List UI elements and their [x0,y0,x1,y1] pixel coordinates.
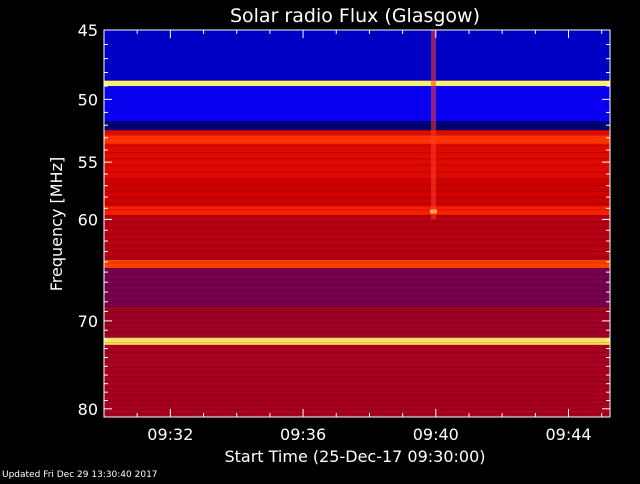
texture-line [104,245,610,247]
band-10 [104,259,610,269]
y-tick-label: 80 [78,400,98,419]
texture-line [104,337,610,339]
texture-line [104,221,610,223]
texture-line [104,413,610,415]
band-3 [104,121,610,131]
band-6 [104,143,610,180]
texture-line [104,233,610,235]
texture-line [104,361,610,363]
plot-area [104,30,610,417]
texture-line [104,290,610,292]
texture-line [104,366,610,368]
texture-line [104,352,610,354]
band-0 [104,30,610,81]
texture-line [104,404,610,406]
y-tick-label: 45 [78,21,98,40]
x-tick-label: 09:40 [413,425,459,444]
x-tick-label: 09:32 [147,425,193,444]
texture-line [104,197,610,199]
plot-frame [103,29,611,418]
texture-line [104,408,610,410]
band-4 [104,130,610,136]
texture-line [104,357,610,359]
texture-line [104,321,610,323]
texture-line [104,268,610,270]
band-14 [104,344,610,417]
texture-line [104,158,610,160]
updated-timestamp: Updated Fri Dec 29 13:30:40 2017 [2,470,158,480]
texture-line [104,273,610,275]
band-8 [104,206,610,216]
texture-line [104,342,610,344]
band-11 [104,268,610,307]
texture-line [104,300,610,302]
texture-line [104,399,610,401]
texture-line [104,151,610,153]
x-tick-label: 09:44 [545,425,591,444]
texture-line [104,262,610,264]
texture-line [104,184,610,186]
y-axis: 45 50 55 60 70 80 [78,21,610,419]
texture-line [104,209,610,211]
y-axis-label: Frequency [MHz] [47,157,66,291]
texture-line [104,165,610,167]
texture-line [104,227,610,229]
texture-line [104,251,610,253]
band-13 [104,337,610,345]
x-axis: 09:32 09:36 09:40 09:44 [136,30,603,444]
texture-line [104,190,610,192]
burst-event-0 [431,30,437,220]
band-9 [104,215,610,260]
band-2 [104,86,610,122]
y-tick-label: 60 [78,210,98,229]
texture-line [104,256,610,258]
texture-line [104,311,610,313]
texture-line [104,316,610,318]
texture-line [104,376,610,378]
texture-line [104,326,610,328]
texture-line [104,381,610,383]
texture-line [104,347,610,349]
y-tick-label: 55 [78,153,98,172]
band-5 [104,135,610,144]
texture-line [104,295,610,297]
texture-line [104,390,610,392]
texture-line [104,332,610,334]
texture-line [104,279,610,281]
burst-peak-0 [430,209,438,214]
texture-line [104,215,610,217]
texture-line [104,178,610,180]
texture-line [104,203,610,205]
texture-line [104,284,610,286]
band-7 [104,179,610,207]
y-tick-label: 50 [78,90,98,109]
texture-line [104,395,610,397]
texture-line [104,171,610,173]
chart-title: Solar radio Flux (Glasgow) [230,5,480,27]
texture-line [104,306,610,308]
texture-line [104,145,610,147]
y-tick-label: 70 [78,312,98,331]
texture-line [104,371,610,373]
band-1 [104,80,610,87]
texture-line [104,239,610,241]
x-axis-label: Start Time (25-Dec-17 09:30:00) [224,447,485,466]
texture-line [104,385,610,387]
band-12 [104,306,610,338]
x-tick-label: 09:36 [280,425,326,444]
